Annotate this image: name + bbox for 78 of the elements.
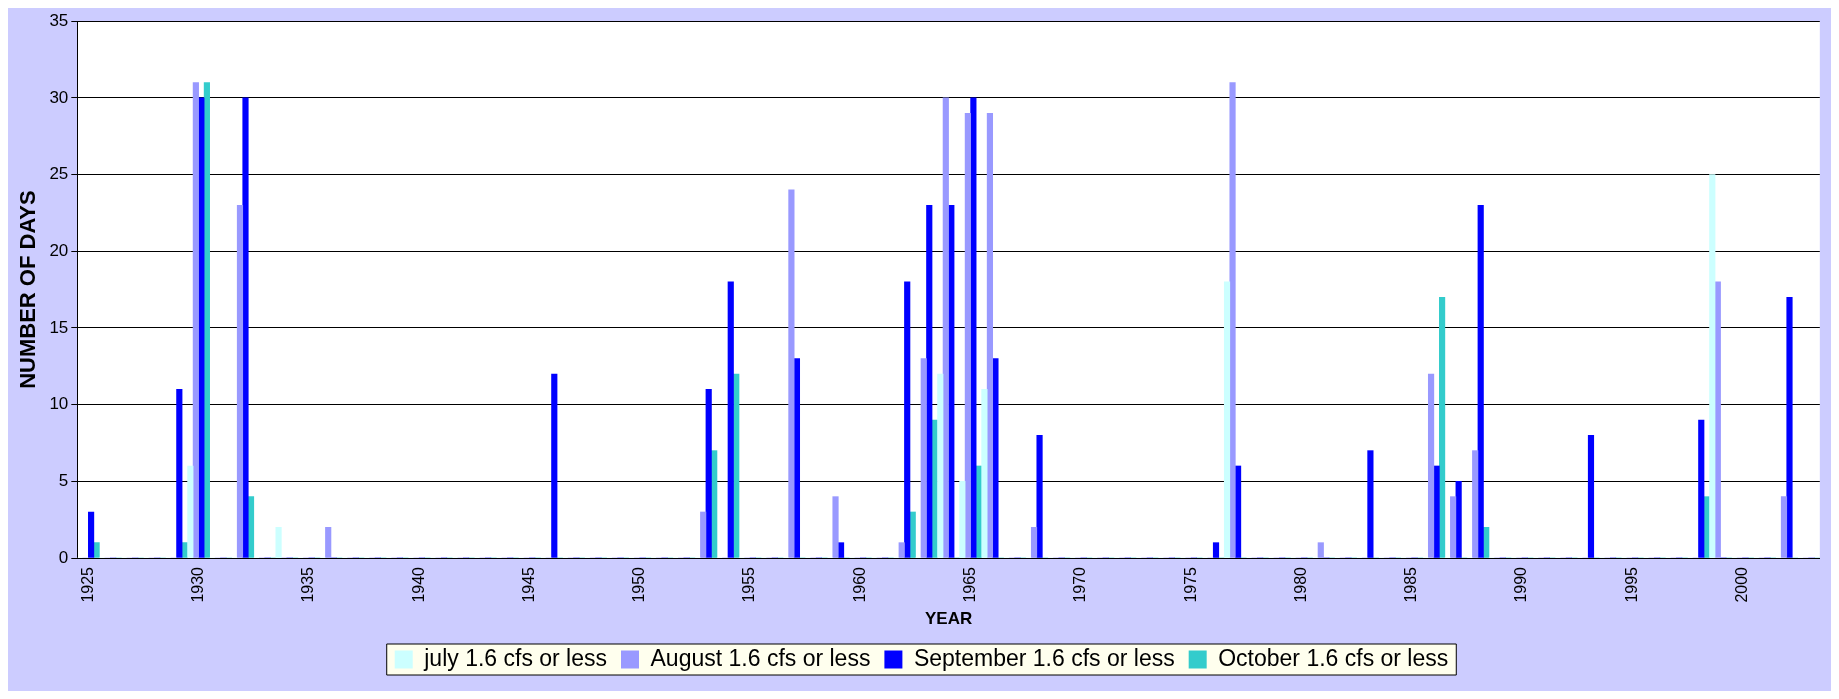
bar <box>1212 542 1220 558</box>
x-axis-title: YEAR <box>924 609 973 629</box>
x-tick-label: 1945 <box>519 566 537 603</box>
x-tick-label: 1990 <box>1512 566 1530 603</box>
y-axis-title: NUMBER OF DAYS <box>15 190 41 389</box>
x-tick-label: 2000 <box>1733 566 1751 603</box>
bar <box>187 465 194 558</box>
bar <box>325 527 332 558</box>
bar <box>942 97 949 558</box>
x-tick-label: 1985 <box>1402 566 1420 603</box>
bar <box>93 542 100 558</box>
bar <box>1433 465 1440 558</box>
bar <box>1036 434 1043 558</box>
legend-label: September 1.6 cfs or less <box>913 644 1175 671</box>
bar <box>1317 542 1324 558</box>
x-tick-label: 1970 <box>1071 566 1089 603</box>
x-tick-label: 1975 <box>1181 566 1199 603</box>
x-tick-label: 1955 <box>740 566 758 603</box>
bar <box>1786 296 1793 558</box>
bar <box>1427 373 1435 558</box>
bar <box>986 112 994 558</box>
bar <box>1698 419 1705 558</box>
bar <box>1477 204 1484 558</box>
bar <box>700 511 707 558</box>
x-tick-label: 1960 <box>850 566 868 603</box>
y-tick-label: 35 <box>49 10 69 30</box>
y-tick-label: 20 <box>49 240 69 260</box>
bar <box>964 112 971 558</box>
bar <box>832 496 839 558</box>
bar <box>203 82 210 558</box>
bar <box>727 281 734 558</box>
bar <box>793 358 801 558</box>
x-tick-label: 1980 <box>1291 566 1309 603</box>
bar <box>88 511 95 558</box>
x-tick-label: 1925 <box>78 566 96 603</box>
bar <box>242 97 249 558</box>
bar <box>1223 281 1231 558</box>
bar <box>981 388 988 558</box>
bar <box>1030 527 1038 558</box>
bar <box>192 82 199 558</box>
bar <box>551 373 558 558</box>
bar <box>1229 82 1236 558</box>
bar <box>236 204 244 558</box>
bar <box>959 480 966 558</box>
bar <box>1455 480 1462 558</box>
x-tick-label: 1995 <box>1622 566 1640 603</box>
bar <box>1709 174 1716 558</box>
bar <box>909 511 916 558</box>
y-tick-label: 0 <box>58 547 69 567</box>
legend-label: july 1.6 cfs or less <box>423 644 608 671</box>
bar <box>705 388 712 558</box>
x-tick-label: 1950 <box>630 566 648 603</box>
bar <box>1714 281 1721 558</box>
x-tick-label: 1965 <box>961 566 979 603</box>
y-tick-label: 30 <box>49 87 69 107</box>
bar <box>1472 450 1479 558</box>
bar <box>1450 496 1457 558</box>
x-tick-label: 1940 <box>409 566 427 603</box>
bar <box>1439 296 1446 558</box>
bar <box>1780 496 1788 558</box>
y-tick-label: 10 <box>49 394 69 414</box>
x-tick-label: 1935 <box>299 566 317 603</box>
legend-label: August 1.6 cfs or less <box>650 644 871 671</box>
bar <box>1367 450 1374 558</box>
bar <box>275 527 282 558</box>
y-tick-label: 15 <box>49 317 69 337</box>
bar <box>937 373 944 558</box>
y-tick-label: 25 <box>49 164 69 184</box>
legend-label: October 1.6 cfs or less <box>1218 644 1449 671</box>
x-tick-label: 1930 <box>189 566 207 603</box>
bar <box>920 358 927 558</box>
bar <box>176 388 183 558</box>
bar <box>904 281 911 558</box>
bar <box>1587 434 1595 558</box>
bar <box>992 358 999 558</box>
bar <box>898 542 905 558</box>
bar <box>788 189 795 558</box>
y-tick-label: 5 <box>58 471 69 491</box>
